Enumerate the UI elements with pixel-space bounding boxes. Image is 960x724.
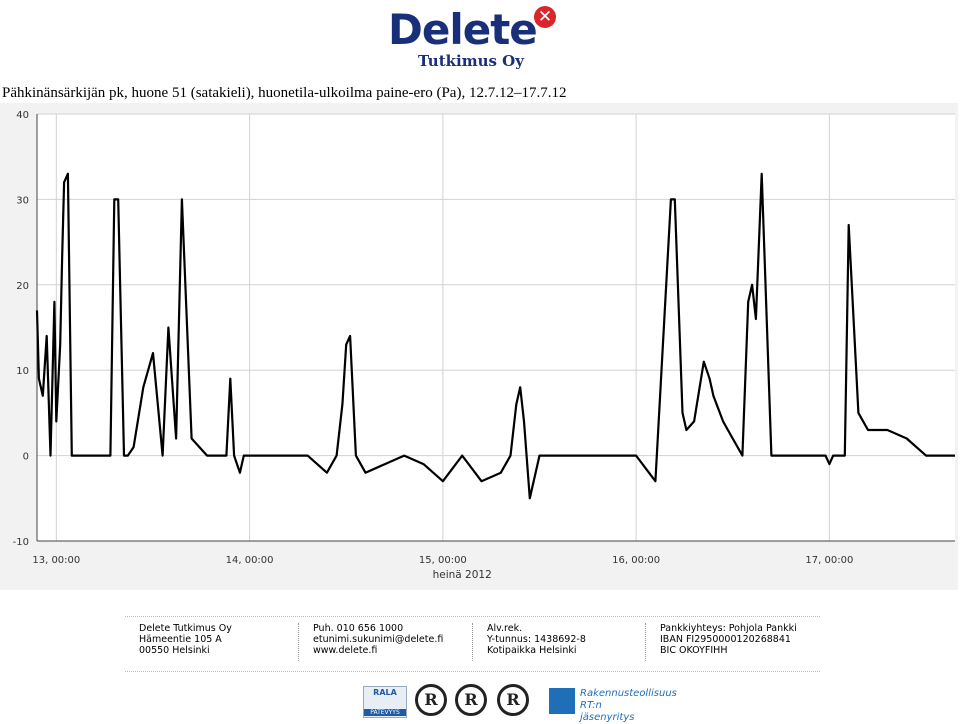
x-tick-label: 17, 00:00 — [805, 555, 853, 566]
certification-badges: RALA PÄTEVYYS R R R Rakennusteollisuus R… — [363, 684, 683, 723]
chart-canvas: -10 0 10 20 30 40 13, 00:00 14, 00:00 15, 00:00 1… — [0, 103, 958, 590]
footer-line: 00550 Helsinki — [139, 645, 210, 656]
footer-bank: Pankkiyhteys: Pohjola Pankki IBAN FI2950… — [660, 623, 797, 656]
x-axis-label: heinä 2012 — [433, 569, 492, 581]
footer-line: Puh. 010 656 1000 — [313, 623, 404, 634]
y-tick-label: 40 — [16, 110, 29, 121]
footer-line: Y-tunnus: 1438692-8 — [487, 634, 586, 645]
footer-divider — [645, 623, 647, 661]
rala-badge: RALA PÄTEVYYS — [363, 686, 407, 718]
rala-badge-caption: PÄTEVYYS — [364, 709, 406, 716]
pressure-series-line — [35, 172, 955, 500]
chart-title: Pähkinänsärkijän pk, huone 51 (satakieli… — [2, 85, 567, 101]
x-tick-label: 16, 00:00 — [612, 555, 660, 566]
footer-line: Pankkiyhteys: Pohjola Pankki — [660, 623, 797, 634]
y-tick-label: 10 — [16, 366, 29, 377]
rt-line: Rakennusteollisuus RT:n — [580, 688, 677, 711]
r-certificate-badge: R — [455, 684, 487, 716]
footer-contact: Puh. 010 656 1000 etunimi.sukunimi@delet… — [313, 623, 443, 656]
footer-divider — [298, 623, 300, 661]
footer-line[interactable]: www.delete.fi — [313, 645, 378, 656]
footer-line: Delete Tutkimus Oy — [139, 623, 232, 634]
footer-line: BIC OKOYFIHH — [660, 645, 728, 656]
footer-address: Delete Tutkimus Oy Hämeentie 105 A 00550… — [139, 623, 232, 656]
footer-line: Kotipaikka Helsinki — [487, 645, 577, 656]
company-logo: Delete ✕ Tutkimus Oy — [388, 4, 560, 74]
y-tick-label: -10 — [13, 537, 29, 548]
rt-member-text: Rakennusteollisuus RT:n jäsenyritys — [580, 688, 687, 724]
company-footer: Delete Tutkimus Oy Hämeentie 105 A 00550… — [125, 616, 820, 672]
r-certificate-badge: R — [415, 684, 447, 716]
footer-line[interactable]: etunimi.sukunimi@delete.fi — [313, 634, 444, 645]
footer-line: Hämeentie 105 A — [139, 634, 222, 645]
footer-line: Alv.rek. — [487, 623, 523, 634]
logo-x-icon: ✕ — [534, 6, 556, 28]
footer-line: IBAN FI2950000120268841 — [660, 634, 791, 645]
y-tick-label: 20 — [16, 281, 29, 292]
footer-divider — [472, 623, 474, 661]
footer-registration: Alv.rek. Y-tunnus: 1438692-8 Kotipaikka … — [487, 623, 586, 656]
pressure-chart: -10 0 10 20 30 40 13, 00:00 14, 00:00 15, 00:00 1… — [0, 103, 958, 590]
rt-logo-icon — [549, 688, 575, 714]
y-tick-label: 30 — [16, 195, 29, 206]
x-tick-label: 15, 00:00 — [419, 555, 467, 566]
rt-member-badge: Rakennusteollisuus RT:n jäsenyritys — [549, 686, 687, 723]
x-tick-label: 14, 00:00 — [226, 555, 274, 566]
rala-badge-title: RALA — [373, 688, 397, 697]
r-certificate-badge: R — [497, 684, 529, 716]
logo-wordmark: Delete — [388, 5, 538, 54]
rt-line: jäsenyritys — [580, 712, 635, 723]
y-tick-label: 0 — [23, 452, 29, 463]
x-tick-label: 13, 00:00 — [32, 555, 80, 566]
logo-subtitle: Tutkimus Oy — [418, 52, 524, 70]
plot-area — [37, 114, 955, 541]
